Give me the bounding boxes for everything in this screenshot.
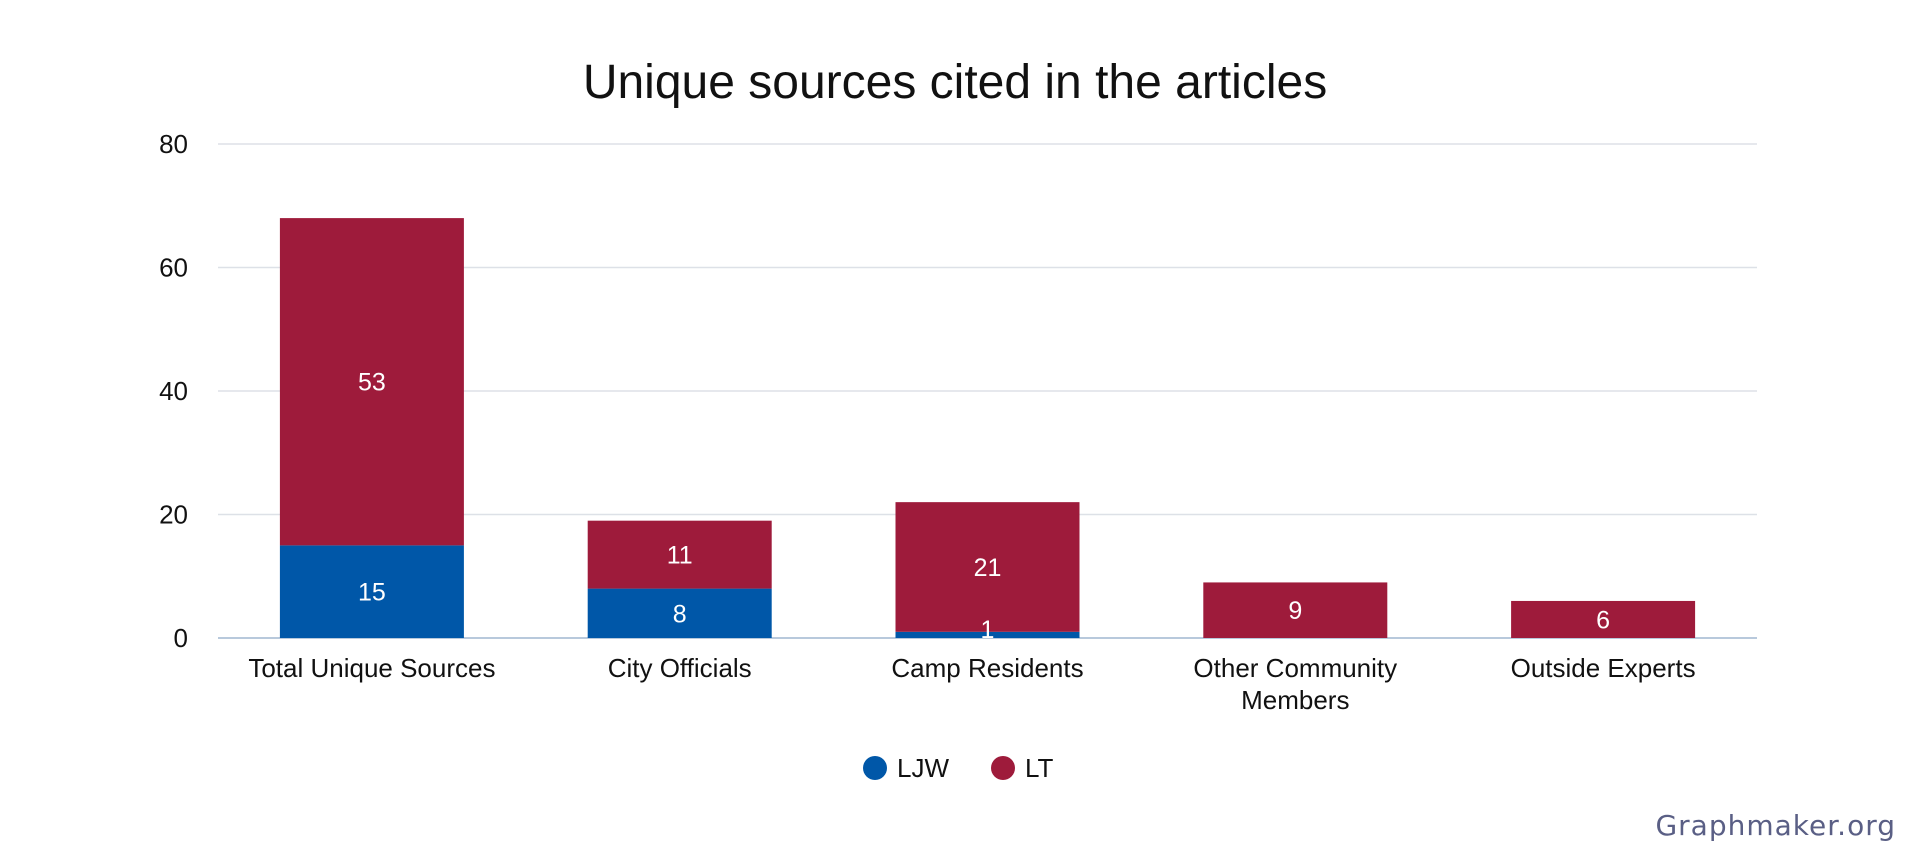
watermark: Graphmaker.org (1655, 809, 1896, 842)
x-tick-label: City Officials (608, 653, 752, 683)
bar-ljw[interactable] (895, 631, 1080, 638)
legend: LJW LT (863, 753, 1054, 783)
data-label: 6 (1596, 606, 1610, 634)
legend-label-ljw[interactable]: LJW (897, 753, 949, 783)
y-axis-ticks: 0 20 40 60 80 (159, 129, 188, 653)
y-tick-label: 20 (159, 500, 188, 530)
y-tick-label: 60 (159, 253, 188, 283)
bar-lt[interactable] (895, 502, 1080, 632)
bar-lt[interactable] (1511, 600, 1696, 638)
legend-marker-lt (991, 756, 1015, 780)
y-tick-label: 80 (159, 129, 188, 159)
bars (279, 218, 1696, 638)
data-label: 1 (981, 616, 995, 644)
bar-ljw[interactable] (587, 588, 772, 638)
data-label: 53 (358, 369, 386, 397)
x-axis-ticks: Total Unique Sources City Officials Camp R… (248, 653, 1695, 715)
bar-ljw[interactable] (279, 545, 464, 638)
data-label: 15 (358, 579, 386, 607)
data-label: 8 (673, 600, 687, 628)
chart-title: Unique sources cited in the articles (583, 56, 1327, 109)
x-tick-label: Camp Residents (891, 653, 1083, 683)
legend-label-lt[interactable]: LT (1025, 753, 1054, 783)
legend-marker-ljw (863, 756, 887, 780)
y-tick-label: 40 (159, 376, 188, 406)
bar-lt[interactable] (279, 218, 464, 546)
data-label: 9 (1288, 597, 1302, 625)
x-tick-label: Total Unique Sources (248, 653, 495, 683)
x-tick-label: Members (1241, 685, 1349, 715)
bar-lt[interactable] (587, 520, 772, 589)
data-label: 21 (974, 554, 1002, 582)
x-tick-label: Other Community (1193, 653, 1397, 683)
y-tick-label: 0 (174, 623, 188, 653)
data-label: 11 (667, 542, 693, 570)
bar-lt[interactable] (1203, 582, 1388, 638)
x-tick-label: Outside Experts (1511, 653, 1696, 683)
